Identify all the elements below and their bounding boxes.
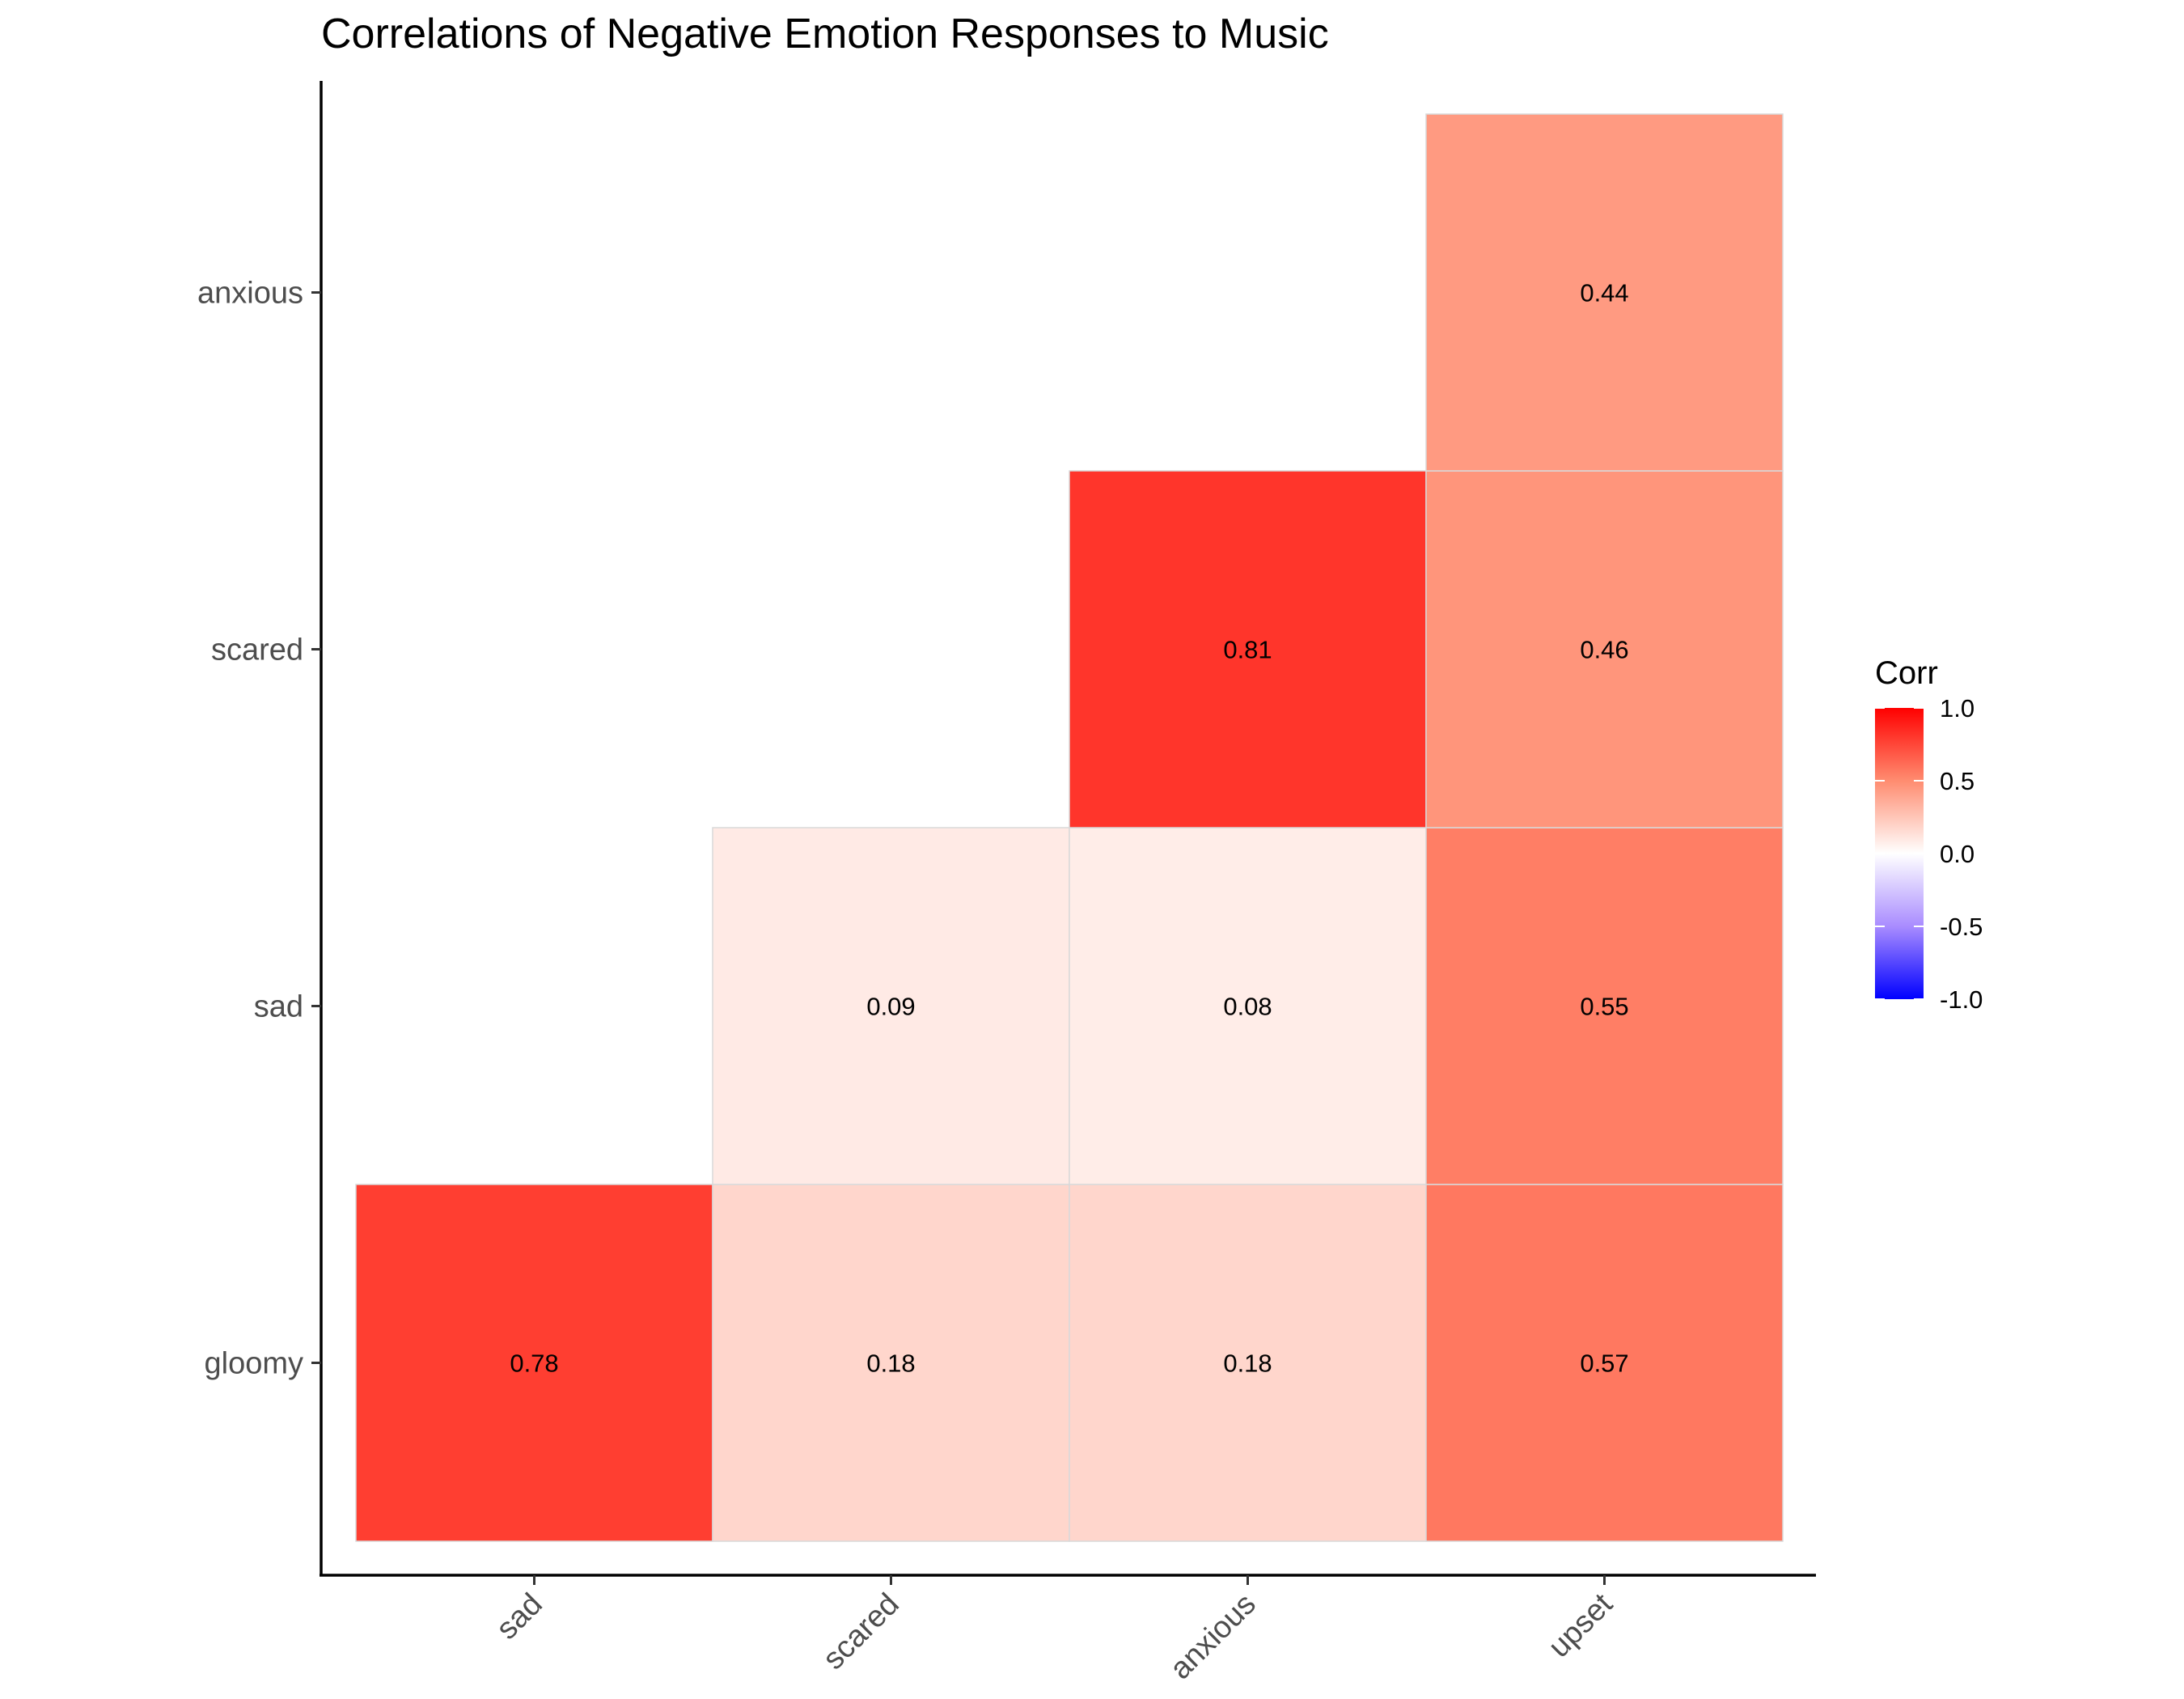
heatmap-cell-scared-sad [712, 827, 1070, 1185]
heatmap-cell-upset-gloomy [1425, 1184, 1784, 1542]
x-axis-ticks: sad scared anxious upset [490, 1575, 1619, 1686]
y-tick-label: sad [254, 990, 303, 1024]
legend-tick-label: 0.5 [1940, 767, 1974, 795]
cell-value-label: 0.09 [866, 993, 915, 1021]
heatmap-cell-upset-sad [1425, 827, 1784, 1185]
cell-value-label: 0.18 [866, 1349, 915, 1378]
cell-value-label: 0.44 [1580, 279, 1628, 307]
y-tick-label: scared [211, 633, 303, 667]
heatmap-cell-sad-gloomy [355, 1184, 713, 1542]
legend-tick-label: -0.5 [1940, 913, 1983, 941]
x-tick-label: sad [490, 1587, 549, 1646]
cell-value-label: 0.46 [1580, 636, 1628, 664]
heatmap-cell-upset-anxious [1425, 113, 1784, 472]
y-axis-ticks: gloomy sad scared anxious [197, 277, 321, 1381]
heatmap-cells [355, 113, 1784, 1542]
heatmap-cell-anxious-scared [1069, 470, 1427, 828]
x-tick-label: anxious [1164, 1587, 1263, 1686]
cell-value-label: 0.55 [1580, 993, 1628, 1021]
cell-value-label: 0.57 [1580, 1349, 1628, 1378]
x-tick-label: scared [817, 1587, 906, 1676]
cell-value-label: 0.81 [1223, 636, 1272, 664]
legend-ticks: 1.0 0.5 0.0 -0.5 -1.0 [1875, 694, 1983, 1014]
legend-title: Corr [1875, 655, 1938, 691]
legend-tick-label: -1.0 [1940, 985, 1983, 1014]
heatmap-cell-anxious-sad [1069, 827, 1427, 1185]
legend-tick-label: 1.0 [1940, 694, 1974, 722]
y-tick-label: anxious [197, 277, 303, 311]
chart-title: Correlations of Negative Emotion Respons… [321, 11, 1329, 57]
heatmap-cell-anxious-gloomy [1069, 1184, 1427, 1542]
heatmap-cell-labels: 0.78 0.18 0.18 0.57 0.09 0.08 0.55 0.81 0.46 0.44 [510, 279, 1628, 1378]
cell-value-label: 0.78 [510, 1349, 558, 1378]
cell-value-label: 0.08 [1223, 993, 1272, 1021]
heatmap-cell-upset-scared [1425, 470, 1784, 828]
legend-tick-label: 0.0 [1940, 840, 1974, 868]
cell-value-label: 0.18 [1223, 1349, 1272, 1378]
x-tick-label: upset [1542, 1587, 1619, 1664]
axes [320, 81, 1816, 1577]
color-legend: Corr 1.0 0.5 0.0 -0.5 -1.0 [1875, 655, 1983, 1014]
y-tick-label: gloomy [205, 1347, 304, 1381]
